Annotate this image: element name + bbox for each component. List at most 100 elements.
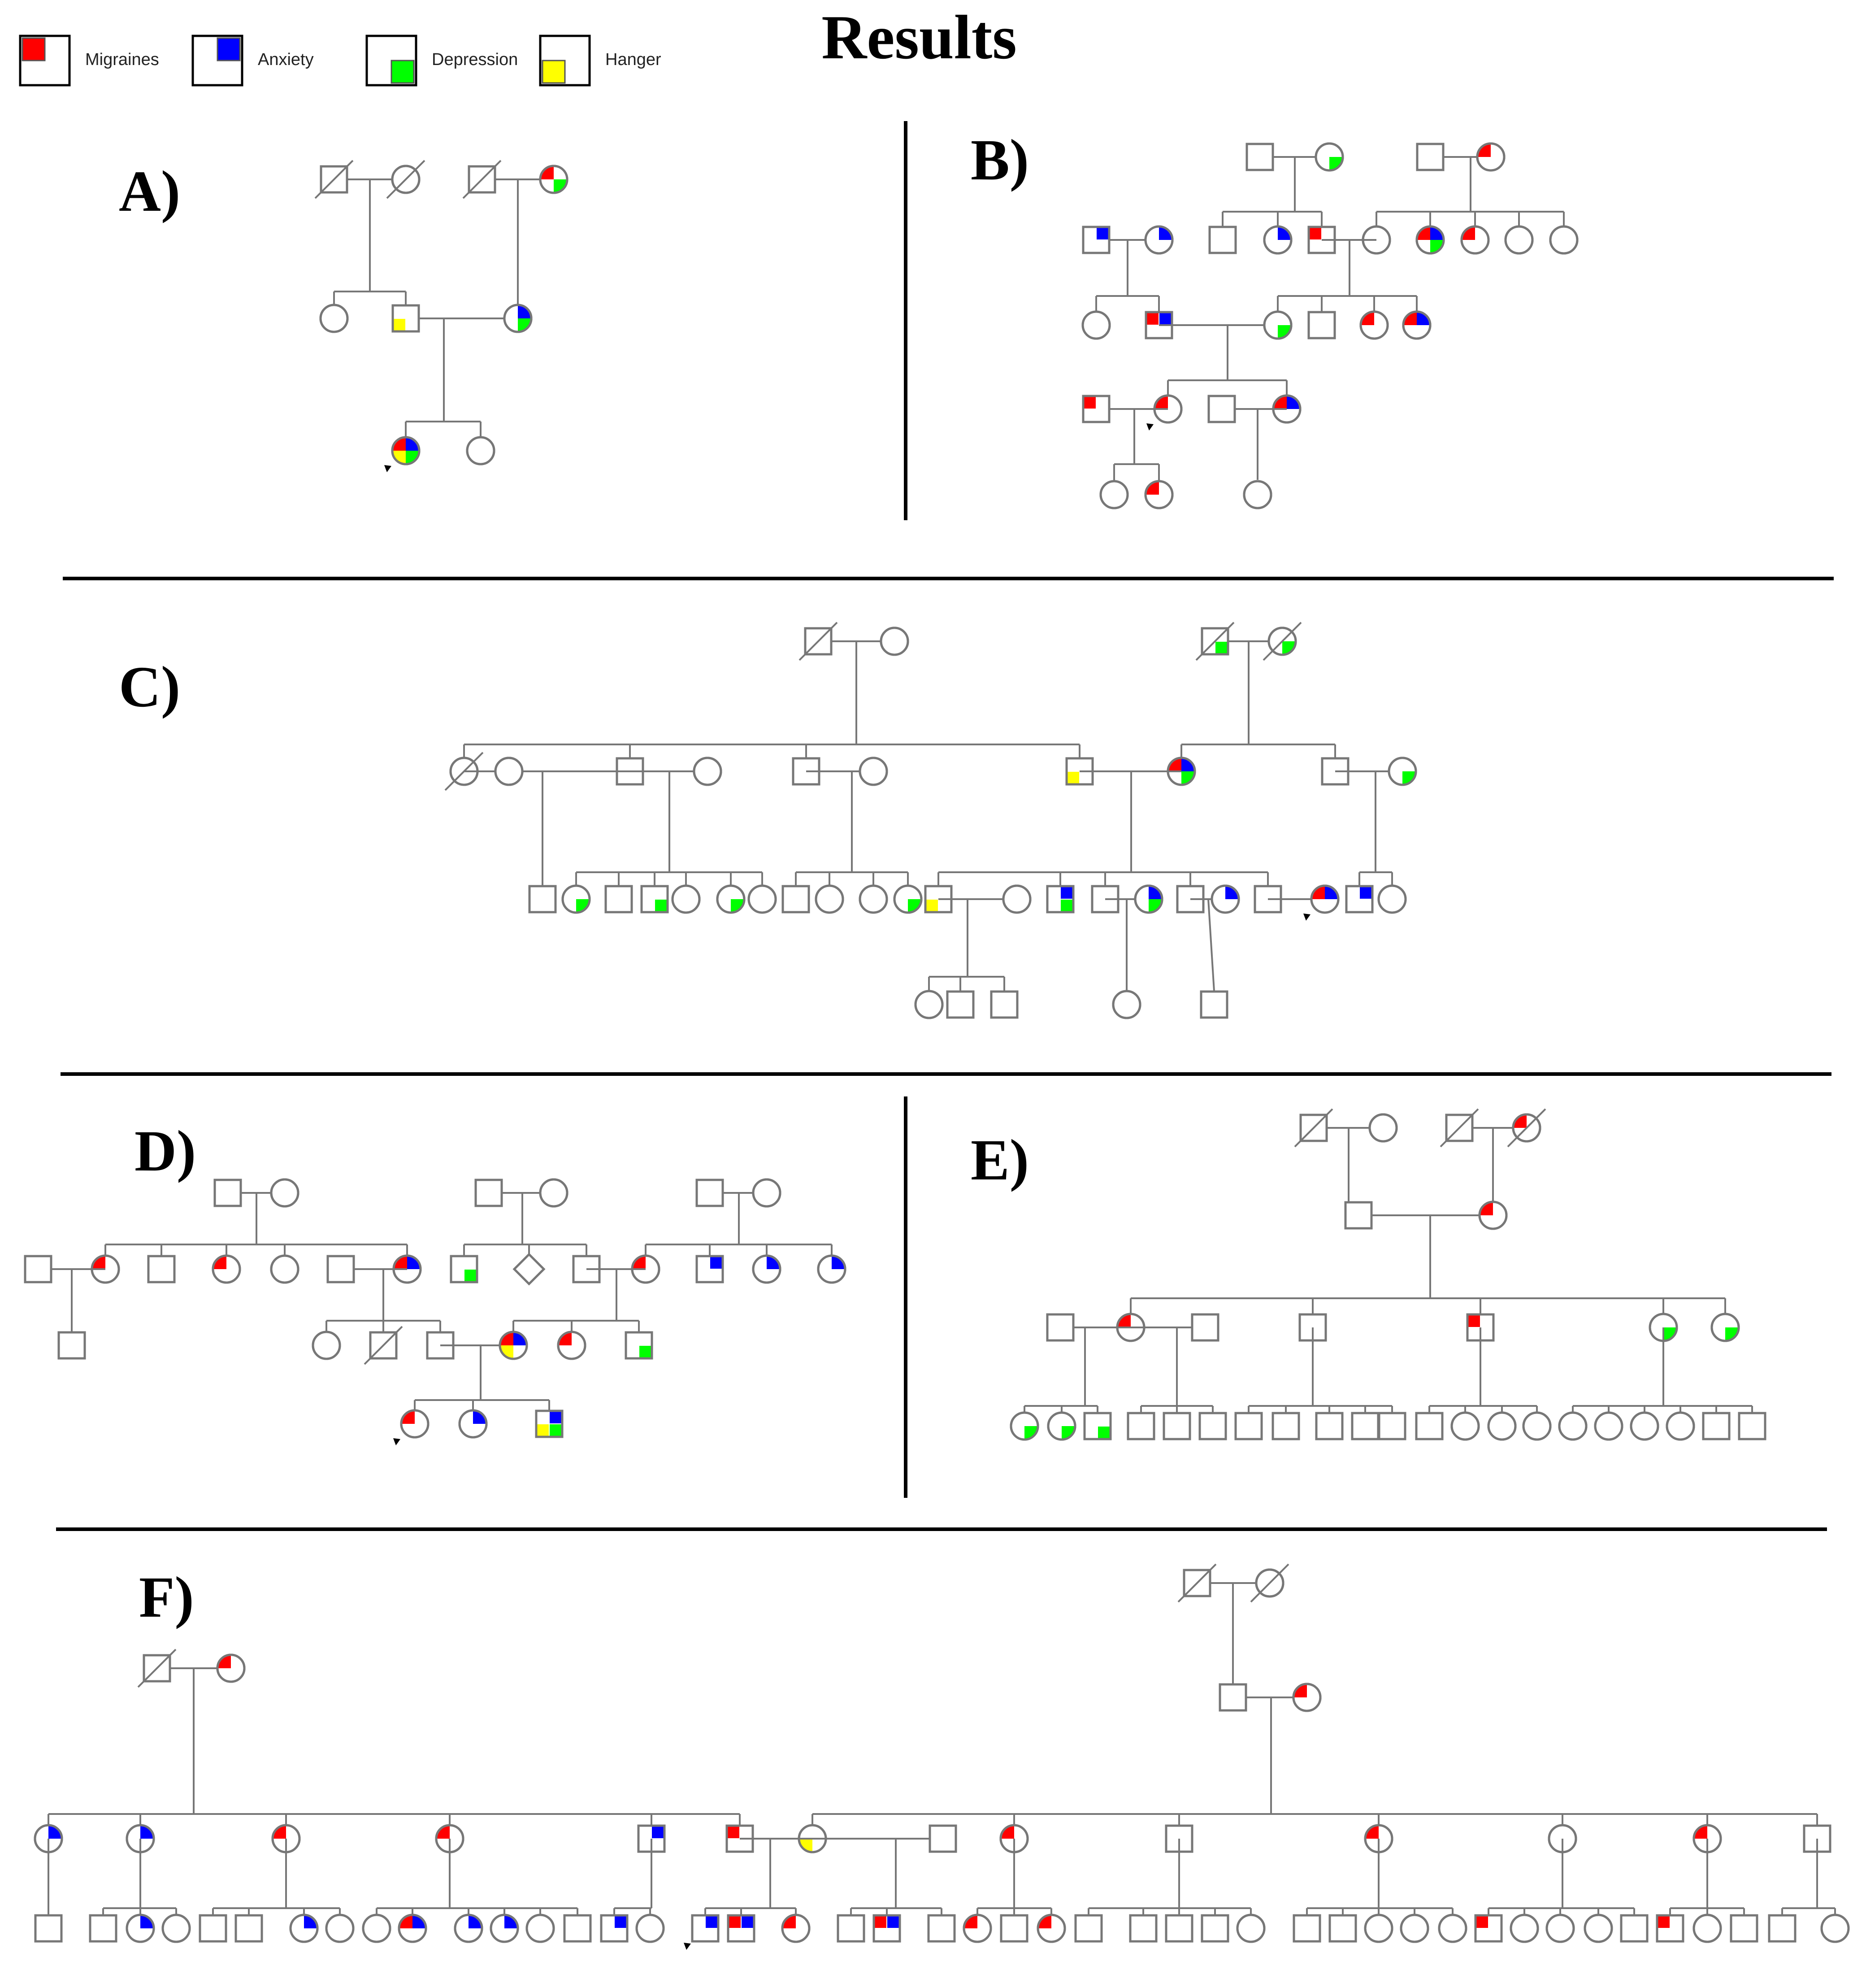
trait-fill — [731, 899, 744, 912]
trait-fill — [469, 1915, 482, 1928]
female-individual — [1478, 1201, 1508, 1230]
pedigree-e — [1010, 1108, 1766, 1441]
female-individual — [815, 884, 844, 914]
female-individual — [1002, 884, 1032, 914]
female-individual — [1820, 1914, 1850, 1943]
female-individual — [635, 1914, 665, 1943]
male-individual — [1466, 1313, 1495, 1342]
female-individual — [539, 1178, 568, 1208]
female-individual — [1263, 310, 1293, 340]
legend-swatch — [217, 37, 241, 61]
trait-fill — [559, 1332, 572, 1345]
trait-fill — [1067, 772, 1079, 784]
male-individual — [563, 1914, 592, 1943]
trait-fill — [926, 900, 938, 912]
trait-fill — [887, 1916, 899, 1928]
trait-fill — [304, 1915, 317, 1928]
male-individual — [34, 1914, 63, 1943]
female-individual — [1047, 1411, 1076, 1441]
female-individual — [454, 1914, 483, 1943]
female-individual — [747, 884, 777, 914]
trait-fill — [1462, 227, 1475, 240]
panel-label-e: E) — [971, 1128, 1029, 1192]
trait-fill — [473, 1411, 486, 1424]
deceased-slash — [462, 160, 502, 199]
trait-fill — [1149, 899, 1162, 912]
female-individual — [1549, 225, 1579, 255]
female-individual — [1415, 225, 1445, 255]
trait-fill — [464, 1270, 477, 1282]
trait-fill — [1329, 157, 1342, 170]
male-individual — [1307, 311, 1336, 339]
trait-fill — [1514, 1115, 1527, 1128]
female-individual — [1144, 480, 1174, 509]
female-individual — [1388, 757, 1417, 786]
trait-fill — [406, 451, 419, 464]
male-individual — [1415, 1412, 1444, 1440]
trait-fill — [140, 1915, 153, 1928]
male-individual — [535, 1409, 564, 1438]
legend-item-anxiety: Anxiety — [191, 35, 314, 87]
female-individual — [817, 1254, 846, 1284]
pedigree-d — [24, 1178, 846, 1445]
deceased-slash — [1250, 1563, 1289, 1603]
male-individual — [391, 304, 420, 333]
male-individual — [1344, 1201, 1373, 1230]
trait-fill — [1084, 396, 1096, 409]
male-individual — [1730, 1914, 1758, 1943]
trait-fill — [500, 1345, 513, 1358]
trait-fill — [1360, 887, 1372, 899]
female-individual — [393, 1409, 430, 1445]
figure-title: Results — [821, 3, 1017, 72]
trait-fill — [48, 1826, 61, 1839]
male-individual — [1082, 395, 1111, 423]
female-individual — [1402, 310, 1432, 340]
trait-fill — [706, 1916, 718, 1928]
trait-fill — [1168, 758, 1181, 771]
female-individual — [1377, 884, 1407, 914]
legend-item-hanger: Hanger — [539, 35, 661, 87]
trait-fill — [1312, 886, 1325, 899]
female-individual — [716, 884, 746, 914]
male-individual — [1000, 1914, 1028, 1943]
trait-fill — [1725, 1327, 1738, 1340]
male-individual — [727, 1914, 755, 1943]
female-individual — [1630, 1411, 1659, 1441]
male-individual — [600, 1914, 629, 1943]
female-individual — [1510, 1914, 1539, 1943]
male-individual — [1208, 226, 1237, 254]
male-individual — [462, 160, 502, 199]
male-individual — [798, 622, 838, 661]
male-individual — [213, 1179, 242, 1207]
trait-fill — [1417, 227, 1430, 240]
male-individual — [137, 1649, 177, 1688]
female-individual — [1364, 1914, 1393, 1943]
legend-swatch — [22, 37, 46, 61]
female-individual — [1438, 1914, 1467, 1943]
male-individual — [1345, 885, 1374, 914]
male-individual — [927, 1914, 956, 1943]
panel-dividers — [56, 121, 1834, 1531]
trait-fill — [799, 1839, 812, 1852]
female-individual — [1144, 225, 1174, 255]
female-individual — [1236, 1914, 1266, 1943]
trait-fill — [655, 900, 667, 912]
trait-fill — [412, 1915, 425, 1928]
male-individual — [314, 160, 354, 199]
pedigree-c — [444, 622, 1417, 1019]
trait-fill — [908, 899, 921, 912]
female-individual — [1487, 1411, 1517, 1441]
female-individual — [1666, 1411, 1695, 1441]
trait-fill — [1149, 886, 1162, 899]
pedigree-b — [1081, 142, 1579, 509]
trait-fill — [1278, 227, 1291, 240]
trait-fill — [783, 1915, 796, 1928]
trait-fill — [1663, 1327, 1676, 1340]
trait-fill — [1159, 227, 1172, 240]
trait-fill — [1282, 641, 1295, 654]
trait-fill — [1225, 886, 1238, 899]
trait-fill — [394, 1256, 407, 1269]
female-individual — [289, 1914, 319, 1943]
trait-fill — [1325, 886, 1338, 899]
female-individual — [1476, 142, 1506, 172]
